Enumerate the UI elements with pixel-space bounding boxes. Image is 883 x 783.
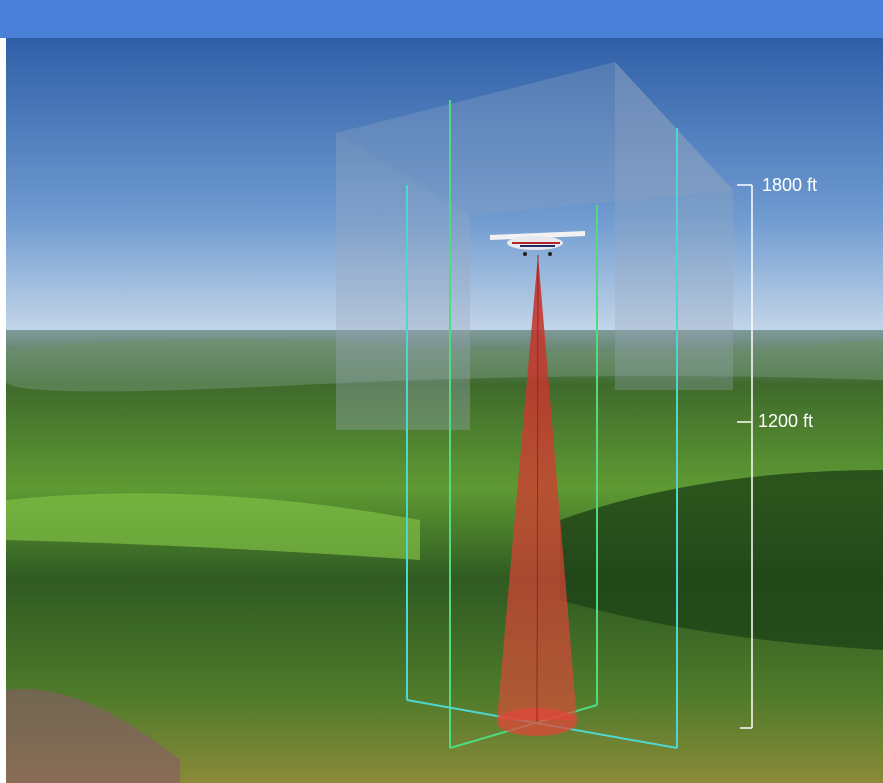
volume-side: [615, 62, 733, 390]
volume-top: [336, 62, 733, 215]
laser-beam: [497, 255, 577, 720]
meadow: [6, 493, 420, 560]
altitude-scale: [737, 184, 753, 729]
hills: [5, 338, 883, 392]
top-bar: [0, 0, 883, 38]
volume-side: [336, 133, 470, 430]
altitude-label: 1800 ft: [762, 175, 817, 195]
airplane: [490, 231, 585, 256]
heather: [6, 688, 180, 783]
sky: [6, 38, 883, 338]
forest: [560, 470, 883, 650]
beam-center: [536, 254, 539, 723]
altitude-label: 1200 ft: [758, 411, 813, 431]
